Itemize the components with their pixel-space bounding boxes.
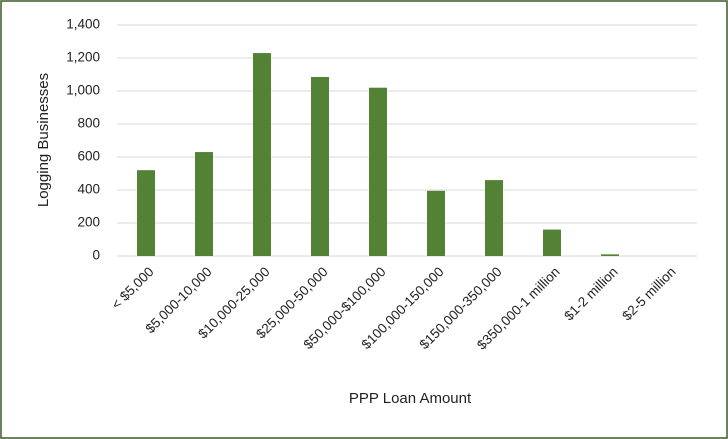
y-tick-label: 0 [92,248,100,263]
y-tick-label: 1,000 [66,83,100,98]
bar [543,229,561,256]
y-axis-title: Logging Businesses [35,73,52,207]
y-tick-label: 1,400 [66,17,100,32]
y-tick-label: 600 [77,149,100,164]
bar [485,180,503,256]
y-tick-label: 400 [77,182,100,197]
bar [195,152,213,256]
bar [137,170,155,256]
y-tick-label: 800 [77,116,100,131]
bar [311,76,329,256]
x-axis-title: PPP Loan Amount [349,390,472,407]
bar [601,254,619,256]
bar [253,53,271,256]
y-tick-label: 200 [77,215,100,230]
bar [427,190,445,256]
bar [369,87,387,256]
y-tick-label: 1,200 [66,50,100,65]
